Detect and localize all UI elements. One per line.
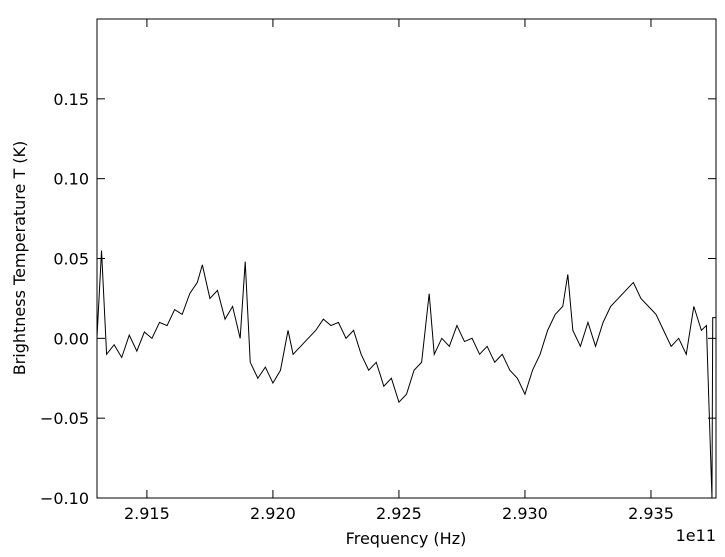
x-tick-label: 2.925 bbox=[376, 504, 422, 523]
x-offset-label: 1e11 bbox=[676, 526, 716, 545]
plot-frame bbox=[96, 18, 717, 499]
x-axis-label: Frequency (Hz) bbox=[346, 529, 467, 548]
x-tick-label: 2.920 bbox=[250, 504, 296, 523]
y-tick-label: −0.05 bbox=[40, 409, 89, 428]
x-tick-label: 2.915 bbox=[124, 504, 170, 523]
x-tick-label: 2.930 bbox=[502, 504, 548, 523]
y-tick-label: −0.10 bbox=[40, 489, 89, 508]
y-tick-label: 0.15 bbox=[53, 90, 89, 109]
y-tick-label: 0.00 bbox=[53, 329, 89, 348]
x-tick-label: 2.935 bbox=[628, 504, 674, 523]
y-tick-label: 0.05 bbox=[53, 250, 89, 269]
y-tick-label: 0.10 bbox=[53, 170, 89, 189]
y-axis-label: Brightness Temperature T (K) bbox=[10, 141, 29, 376]
data-line bbox=[97, 250, 716, 498]
